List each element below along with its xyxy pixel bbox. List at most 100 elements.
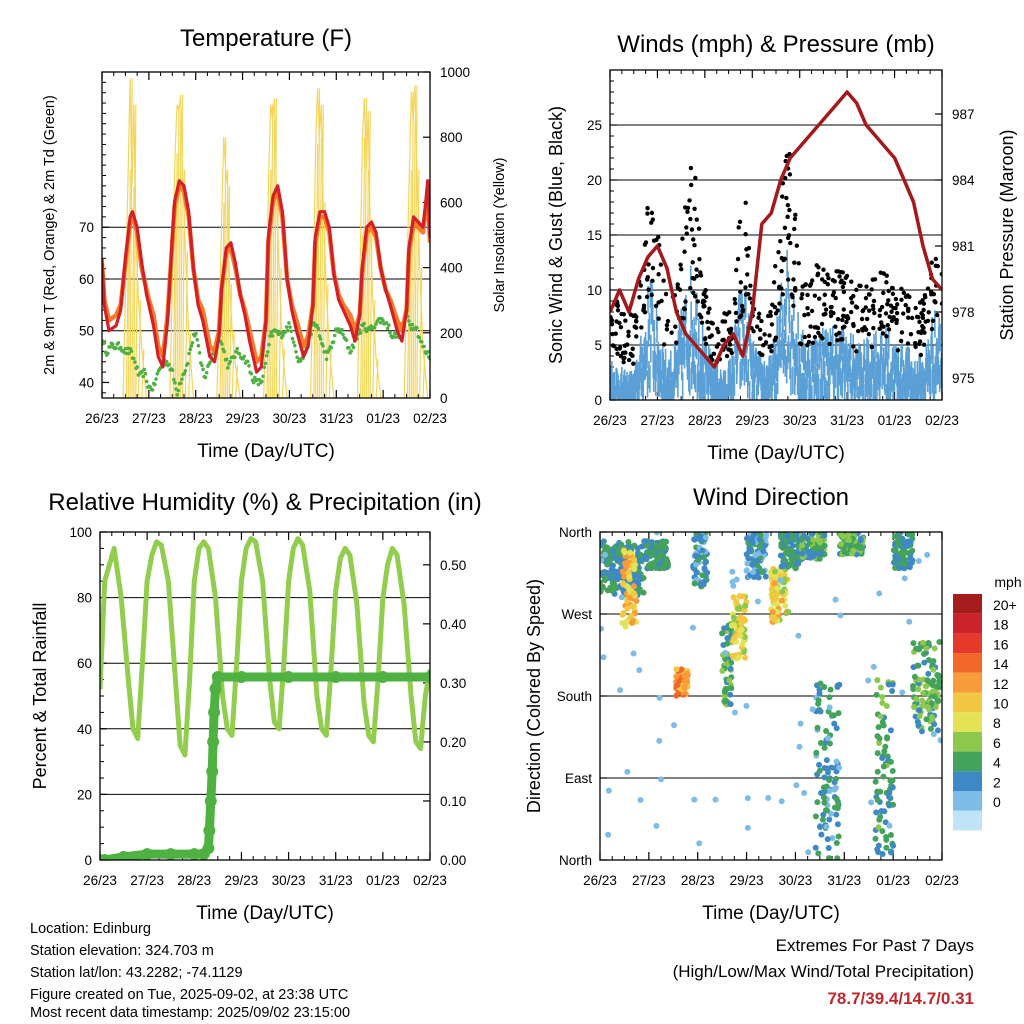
panel4-ylabel: Direction (Colored By Speed) xyxy=(524,579,544,813)
panel2-ytick-right-label: 981 xyxy=(952,239,975,254)
direction-point xyxy=(744,795,751,802)
direction-point xyxy=(829,834,836,841)
panel1-xlabel: Time (Day/UTC) xyxy=(197,441,335,462)
direction-point xyxy=(918,728,925,735)
direction-point xyxy=(813,749,820,756)
gust-point xyxy=(664,327,670,332)
direction-point xyxy=(919,639,926,646)
gust-point xyxy=(650,278,655,284)
direction-point xyxy=(910,664,917,671)
dewpoint-point xyxy=(263,361,268,366)
legend-swatch xyxy=(953,653,982,673)
direction-point xyxy=(821,799,828,806)
direction-point xyxy=(913,696,920,703)
gust-point xyxy=(661,278,666,283)
solar-spike xyxy=(318,137,323,398)
direction-point xyxy=(630,583,637,590)
gust-point xyxy=(645,274,650,280)
solar-spike xyxy=(422,349,426,398)
panel4-ytick-label: South xyxy=(557,689,592,704)
gust-point xyxy=(682,249,687,254)
gust-point xyxy=(748,283,753,288)
direction-point xyxy=(739,641,746,648)
direction-point xyxy=(876,590,883,597)
direction-point xyxy=(816,767,823,774)
gust-point xyxy=(849,279,854,284)
direction-point xyxy=(753,557,760,564)
dewpoint-point xyxy=(194,331,198,336)
solar-spike xyxy=(281,349,285,398)
legend-label: 4 xyxy=(993,755,1001,771)
direction-point xyxy=(936,678,942,685)
direction-point xyxy=(772,568,779,575)
direction-point xyxy=(609,562,616,569)
gust-point xyxy=(757,350,762,356)
dewpoint-point xyxy=(340,327,344,332)
direction-point xyxy=(642,538,649,545)
dewpoint-point xyxy=(264,353,269,358)
gust-point xyxy=(885,322,890,328)
gust-point xyxy=(845,314,850,319)
panel4-xtick-label: 30/23 xyxy=(779,873,813,888)
solar-spike xyxy=(375,358,379,398)
gust-point xyxy=(797,341,803,346)
direction-point xyxy=(831,720,838,727)
gust-point xyxy=(863,295,869,301)
dewpoint-point xyxy=(196,343,201,348)
panel2-xtick-label: 30/23 xyxy=(783,413,817,428)
rain-point xyxy=(329,670,342,683)
rain-point xyxy=(235,670,248,683)
gust-point xyxy=(887,314,892,320)
panel2-xtick-label: 29/23 xyxy=(735,413,769,428)
direction-point xyxy=(837,612,844,619)
panel2-ytick-right-label: 975 xyxy=(952,371,975,386)
gust-point xyxy=(854,349,859,354)
gust-point xyxy=(825,272,830,277)
solar-spike xyxy=(137,300,142,398)
gust-point xyxy=(626,329,631,335)
direction-point xyxy=(935,698,942,705)
gust-point xyxy=(785,214,790,220)
dewpoint-point xyxy=(267,342,271,347)
direction-point xyxy=(879,699,886,706)
dewpoint-point xyxy=(387,323,391,327)
panel1-xtick-label: 31/23 xyxy=(319,411,353,426)
direction-point xyxy=(821,532,828,539)
gust-point xyxy=(726,347,731,352)
gust-point xyxy=(930,318,936,324)
direction-point xyxy=(735,605,742,612)
dewpoint-point xyxy=(225,366,230,370)
gust-point xyxy=(929,290,934,295)
direction-point xyxy=(817,708,824,715)
direction-point xyxy=(931,645,938,652)
gust-point xyxy=(693,175,698,181)
gust-point xyxy=(738,289,743,294)
direction-point xyxy=(889,784,896,791)
panel1-ytick-right-label: 200 xyxy=(440,326,463,341)
direction-point xyxy=(636,557,643,564)
gust-point xyxy=(895,348,901,353)
solar-spike xyxy=(125,251,129,398)
dewpoint-point xyxy=(170,368,175,372)
direction-point xyxy=(885,681,892,688)
panel1-frame xyxy=(101,71,431,399)
gust-point xyxy=(689,227,695,232)
gust-point xyxy=(756,315,761,320)
dewpoint-point xyxy=(289,329,294,334)
gust-point xyxy=(841,280,847,286)
direction-point xyxy=(761,542,768,549)
solar-spike xyxy=(141,349,145,398)
gust-point xyxy=(687,198,692,203)
gust-point xyxy=(848,295,854,301)
dewpoint-point xyxy=(224,357,229,362)
direction-point xyxy=(744,824,751,831)
direction-point xyxy=(621,549,628,556)
gust-point xyxy=(921,301,927,306)
dewpoint-point xyxy=(327,348,331,352)
panel1-ytick-right-label: 0 xyxy=(440,391,448,406)
direction-point xyxy=(750,532,757,539)
dewpoint-point xyxy=(249,371,254,376)
direction-point xyxy=(832,784,839,791)
gust-point xyxy=(641,308,646,313)
